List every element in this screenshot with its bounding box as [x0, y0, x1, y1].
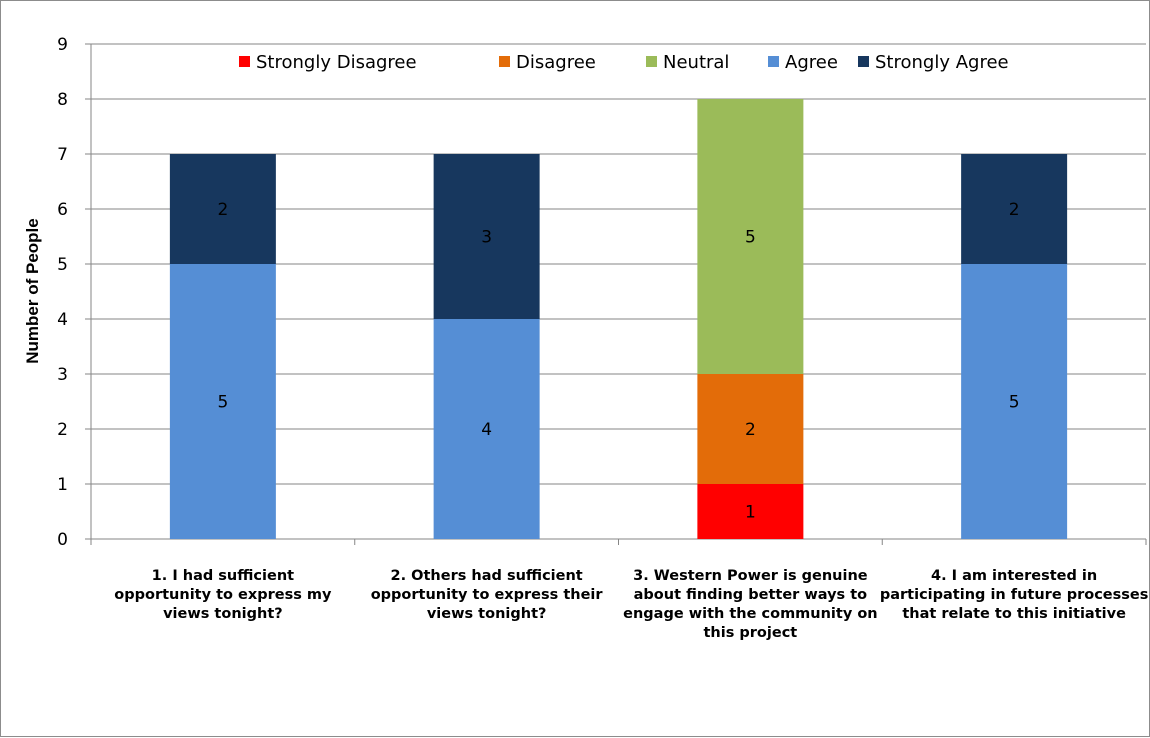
bar-segment: [697, 99, 804, 374]
data-label: 5: [745, 228, 756, 248]
legend-swatch: [499, 56, 510, 67]
legend-label: Strongly Agree: [875, 52, 1009, 73]
legend-label: Neutral: [663, 52, 729, 73]
y-tick-label: 7: [57, 145, 68, 165]
legend-swatch: [239, 56, 250, 67]
legend-swatch: [858, 56, 869, 67]
data-label: 2: [1009, 200, 1020, 220]
data-label: 4: [481, 420, 492, 440]
y-tick-label: 3: [57, 365, 68, 385]
data-labels: 5 2 4 3 1 2 5 5 2: [217, 200, 1019, 523]
data-label: 2: [745, 420, 756, 440]
bar-segment: [169, 264, 276, 539]
category-label: 3. Western Power is genuine about finding…: [623, 568, 878, 641]
category-labels: 1. I had sufficient opportunity to expres…: [114, 568, 1148, 641]
data-label: 5: [1009, 393, 1020, 413]
y-tick-label: 4: [57, 310, 68, 330]
y-tick-label: 5: [57, 255, 68, 275]
legend-label: Strongly Disagree: [256, 52, 417, 73]
category-label: 1. I had sufficient opportunity to expres…: [114, 568, 332, 622]
bar-segment: [433, 154, 540, 319]
bar-segment: [961, 154, 1068, 264]
bar-segment: [961, 264, 1068, 539]
data-label: 1: [745, 503, 756, 523]
y-tick-label: 6: [57, 200, 68, 220]
data-label: 5: [217, 393, 228, 413]
y-axis-title: Number of People: [23, 218, 42, 363]
data-label: 2: [217, 200, 228, 220]
legend-swatch: [768, 56, 779, 67]
y-tick-labels: 0 1 2 3 4 5 6 7 8 9: [57, 35, 68, 550]
y-tick-label: 8: [57, 90, 68, 110]
bars: [169, 99, 1068, 539]
category-label: 4. I am interested in participating in fu…: [880, 568, 1149, 622]
legend: Strongly Disagree Disagree Neutral Agree Str…: [239, 52, 1009, 73]
bar-segment: [433, 319, 540, 539]
legend-label: Agree: [785, 52, 838, 73]
legend-swatch: [646, 56, 657, 67]
bar-segment: [697, 374, 804, 484]
bar-segment: [169, 154, 276, 264]
y-tick-label: 0: [57, 530, 68, 550]
bar-segment: [697, 484, 804, 539]
data-label: 3: [481, 228, 492, 248]
y-tick-label: 9: [57, 35, 68, 55]
y-tick-label: 2: [57, 420, 68, 440]
y-tick-label: 1: [57, 475, 68, 495]
category-label: 2. Others had sufficient opportunity to e…: [371, 568, 604, 622]
legend-label: Disagree: [516, 52, 596, 73]
